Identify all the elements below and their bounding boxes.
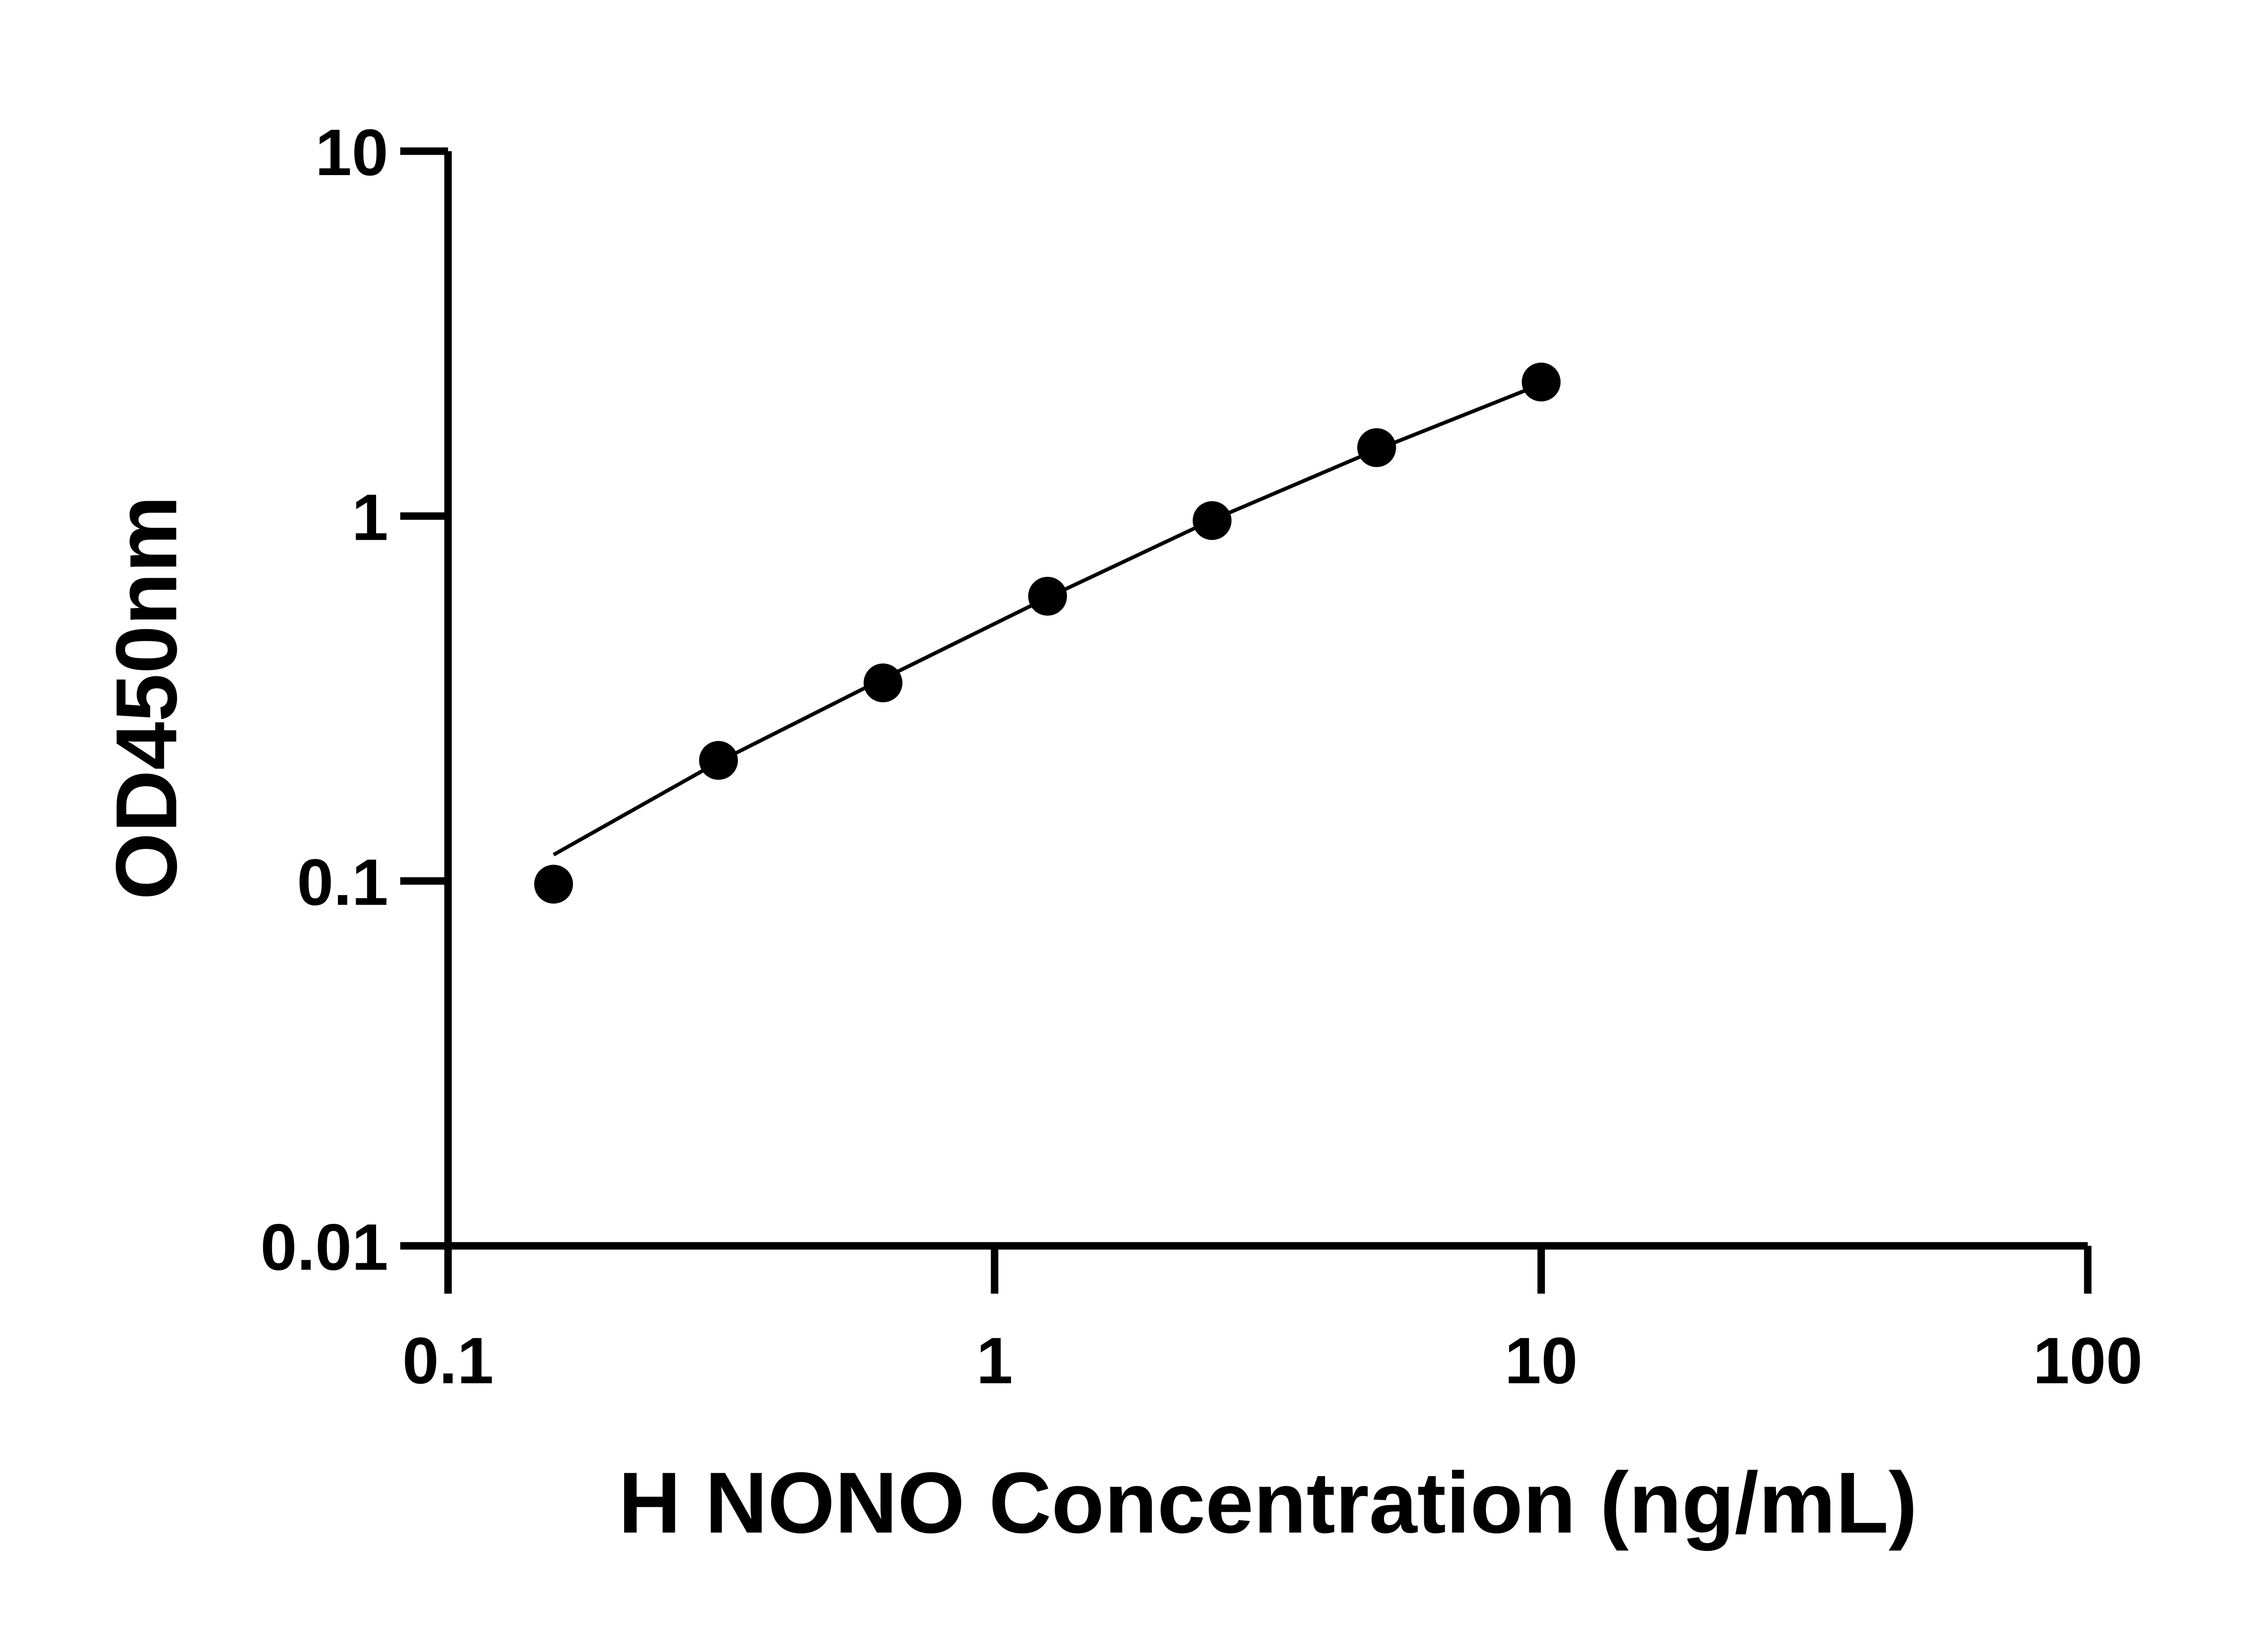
data-point — [1028, 577, 1067, 616]
x-tick-label: 1 — [976, 1324, 1013, 1397]
data-points — [534, 362, 1561, 904]
y-axis-title: OD450nm — [98, 496, 195, 900]
data-point — [1193, 501, 1232, 540]
x-tick-label: 10 — [1505, 1324, 1578, 1397]
data-point — [1521, 362, 1561, 401]
x-tick-label: 0.1 — [402, 1324, 494, 1397]
y-tick-label: 0.01 — [260, 1210, 388, 1284]
data-point — [534, 865, 573, 904]
data-point — [699, 741, 738, 780]
x-tick-label: 100 — [2033, 1324, 2143, 1397]
x-axis-title: H NONO Concentration (ng/mL) — [618, 1455, 1917, 1551]
data-point — [1357, 428, 1396, 467]
y-tick-label: 0.1 — [297, 846, 388, 919]
y-tick-label: 1 — [352, 480, 388, 554]
y-tick-label: 10 — [315, 116, 388, 189]
data-point — [863, 663, 903, 703]
